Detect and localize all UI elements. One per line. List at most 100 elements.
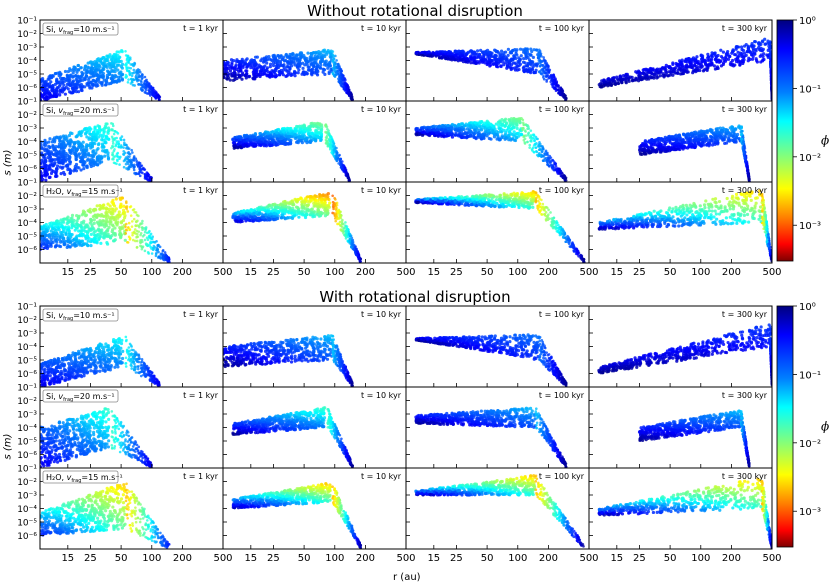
data-point xyxy=(326,143,330,147)
data-point xyxy=(511,132,515,137)
data-point xyxy=(338,163,342,167)
data-point xyxy=(651,67,655,71)
data-point xyxy=(297,139,301,143)
data-point xyxy=(477,52,482,57)
data-point xyxy=(340,73,344,76)
particle-cloud xyxy=(414,47,568,101)
data-point xyxy=(529,47,533,51)
data-point xyxy=(258,131,262,136)
data-point xyxy=(65,136,69,140)
data-point xyxy=(277,65,281,69)
data-point xyxy=(335,59,338,62)
data-point xyxy=(116,75,121,79)
data-point xyxy=(425,128,430,132)
data-point xyxy=(88,86,92,90)
data-point xyxy=(240,77,244,81)
data-point xyxy=(69,91,73,95)
data-point xyxy=(462,132,466,136)
data-point xyxy=(264,135,268,139)
data-point xyxy=(62,158,67,162)
data-point xyxy=(343,166,347,170)
data-point xyxy=(233,74,237,78)
data-point xyxy=(336,62,340,66)
data-point xyxy=(129,66,133,70)
data-point xyxy=(43,143,48,148)
data-point xyxy=(315,54,319,59)
data-point xyxy=(71,86,75,90)
data-point xyxy=(120,78,125,82)
data-point xyxy=(90,138,94,142)
time-label: t = 300 kyr xyxy=(722,24,768,33)
data-point xyxy=(277,56,282,60)
data-point xyxy=(307,127,311,131)
data-point xyxy=(738,59,742,64)
data-point xyxy=(517,61,521,65)
data-point xyxy=(326,63,331,67)
data-point xyxy=(143,173,147,176)
data-point xyxy=(511,119,516,123)
data-point xyxy=(323,54,327,59)
data-point xyxy=(85,130,89,134)
data-point xyxy=(265,61,269,65)
data-point xyxy=(335,65,339,69)
data-point xyxy=(502,63,506,67)
data-point xyxy=(115,50,119,54)
data-point xyxy=(459,122,463,126)
data-point xyxy=(344,82,347,86)
data-point xyxy=(513,138,518,143)
data-point xyxy=(563,96,567,100)
data-point xyxy=(96,157,100,162)
data-point xyxy=(744,42,748,47)
data-point xyxy=(462,124,467,128)
data-point xyxy=(232,68,237,72)
data-point xyxy=(59,172,63,176)
data-point xyxy=(322,49,326,54)
data-point xyxy=(62,76,66,81)
data-point xyxy=(605,80,609,84)
data-point xyxy=(336,71,340,75)
data-point xyxy=(699,57,704,61)
data-point xyxy=(489,58,493,62)
data-point xyxy=(331,147,334,150)
data-point xyxy=(616,81,620,86)
data-point xyxy=(442,124,446,129)
data-point xyxy=(241,142,245,147)
data-point xyxy=(306,51,310,55)
data-point xyxy=(668,66,673,70)
data-point xyxy=(325,136,329,140)
data-point xyxy=(465,127,469,131)
data-point xyxy=(80,129,84,133)
data-point xyxy=(529,53,533,57)
data-point xyxy=(671,61,675,65)
data-point xyxy=(55,149,59,153)
data-point xyxy=(611,79,615,83)
data-point xyxy=(752,51,757,55)
data-point xyxy=(474,121,478,125)
data-point xyxy=(128,73,132,77)
data-point xyxy=(55,167,59,171)
data-point xyxy=(113,148,116,151)
data-point xyxy=(678,67,682,71)
data-point xyxy=(329,143,332,147)
data-point xyxy=(131,63,134,67)
data-point xyxy=(110,122,113,125)
data-point xyxy=(103,124,107,128)
data-point xyxy=(43,165,47,169)
data-point xyxy=(116,155,120,158)
data-point xyxy=(494,54,498,58)
data-point xyxy=(47,175,51,180)
data-point xyxy=(110,135,114,139)
data-point xyxy=(135,69,138,72)
data-point xyxy=(326,127,329,131)
data-point xyxy=(611,81,615,86)
data-point xyxy=(225,67,229,71)
data-point xyxy=(550,75,554,79)
data-point xyxy=(663,67,667,71)
data-point xyxy=(253,132,257,136)
data-point xyxy=(689,62,694,66)
data-point xyxy=(738,51,742,55)
particle-cloud xyxy=(223,48,355,101)
data-point xyxy=(537,55,541,59)
data-point xyxy=(514,62,518,66)
data-point xyxy=(146,172,150,176)
